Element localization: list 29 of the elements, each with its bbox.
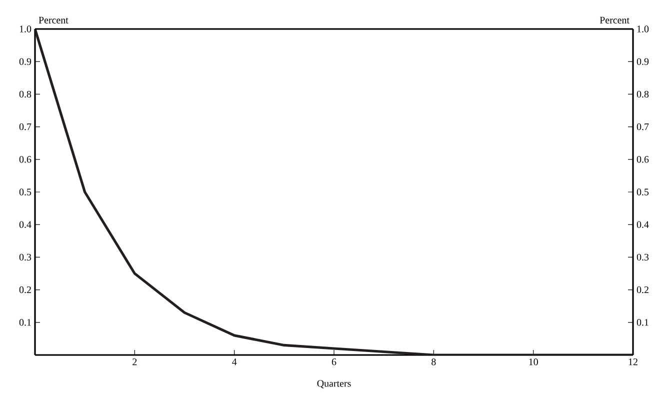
x-tick-label: 10 (529, 358, 538, 366)
y-tick-label: 0.3 (19, 254, 32, 261)
y2-tick-label: 0.8 (636, 90, 649, 98)
y2-tick-label: 0.2 (636, 286, 648, 294)
x-tick-label: 6 (332, 358, 336, 366)
y-tick-label: 0.8 (19, 90, 32, 98)
x-tick-label: 4 (232, 358, 237, 366)
y2-tick-label: 0.4 (636, 221, 649, 228)
y2-tick-label: 0.6 (636, 156, 649, 163)
y-tick-label: 0.7 (19, 123, 32, 130)
y2-tick-label: 0.9 (636, 58, 649, 65)
x-tick-label: 12 (628, 358, 638, 366)
y-tick-label: 0.1 (19, 319, 31, 326)
y2-tick-label: 1.0 (637, 26, 649, 32)
y2-tick-label: 0.3 (636, 254, 649, 261)
y-tick-label: 0.4 (19, 221, 32, 228)
x-axis-title: Quarters (317, 380, 351, 388)
y2-tick-label: 0.5 (636, 188, 649, 196)
y2-tick-label: 0.7 (636, 123, 649, 130)
y-tick-label: 0.9 (19, 58, 32, 65)
y-tick-label: 0.6 (19, 156, 32, 163)
x-tick-label: 8 (432, 358, 436, 366)
y-axis-title: Percent (38, 16, 68, 24)
y2-axis-title: Percent (600, 16, 630, 24)
y-tick-label: 0.2 (19, 286, 31, 294)
y2-tick-label: 0.1 (636, 319, 648, 326)
x-tick-label: 2 (132, 358, 137, 366)
y-tick-label: 1.0 (20, 26, 32, 32)
y-tick-label: 0.5 (19, 188, 32, 196)
